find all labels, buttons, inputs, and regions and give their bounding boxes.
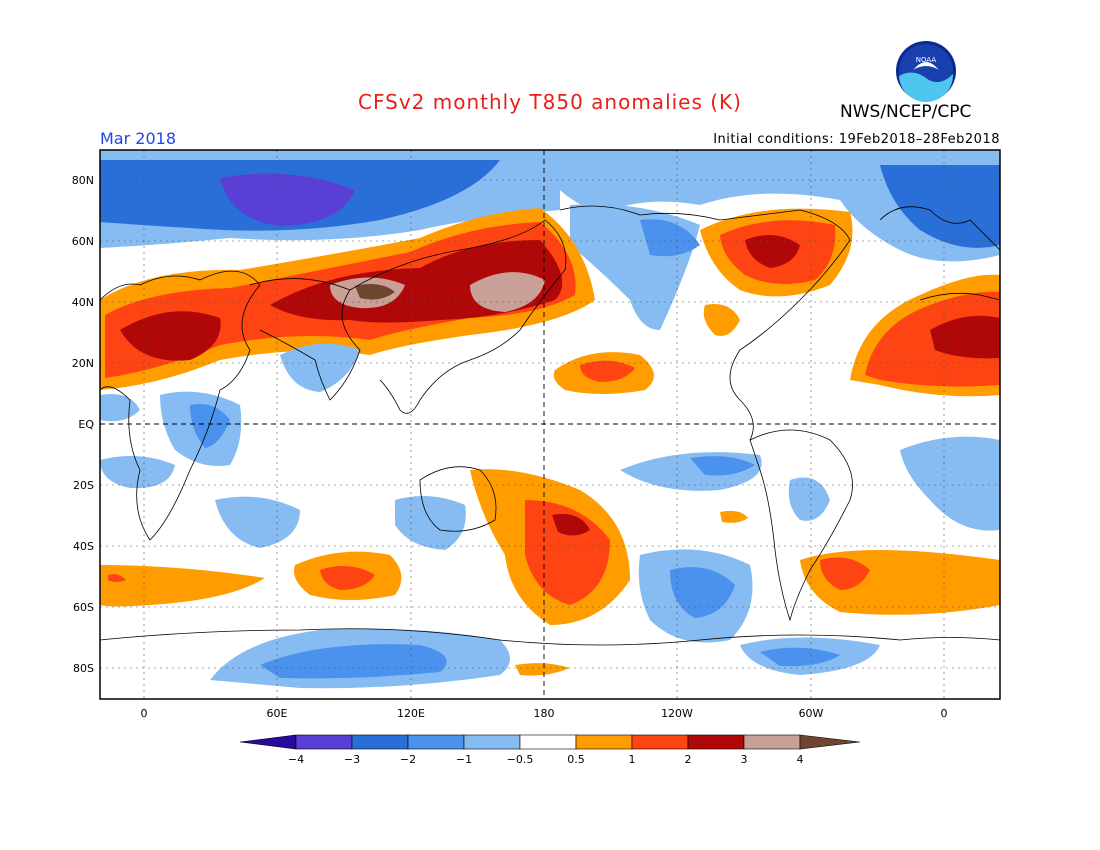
canada-warm-core <box>745 235 800 268</box>
colorbar-tick-label: −3 <box>344 753 360 766</box>
argentina-warm-core <box>820 557 870 590</box>
atlantic-south-cold <box>100 456 175 489</box>
lat-label: 60S <box>73 601 94 614</box>
sw-pacific-warm-mid <box>525 500 610 605</box>
arctic-east-cold <box>880 165 1000 248</box>
lon-label: 60W <box>799 707 824 720</box>
colorbar-tick-label: 0.5 <box>567 753 585 766</box>
colorbar: −4 −3 −2 −1 −0.5 0.5 1 2 3 4 <box>239 734 861 766</box>
lon-label: 120W <box>661 707 693 720</box>
south-atlantic-warm-west <box>100 565 265 607</box>
sahara-warm-core <box>120 311 221 361</box>
florida-warm <box>703 304 740 336</box>
colorbar-low-arrow <box>239 734 297 750</box>
australia-cold <box>395 496 466 550</box>
antarctic-east-cold-core <box>760 647 840 667</box>
coastlines <box>100 205 1000 646</box>
indian-ocean-cold <box>215 496 300 548</box>
antarctic-cold-core <box>260 644 447 679</box>
colorbar-segment <box>295 734 353 750</box>
colorbar-segment <box>463 734 521 750</box>
initial-conditions: Initial conditions: 19Feb2018–28Feb2018 <box>713 132 1000 147</box>
logo-text: NOAA <box>916 56 937 64</box>
colorbar-high-arrow <box>799 734 861 750</box>
lat-label: 20S <box>73 479 94 492</box>
noaa-logo-icon: NOAA <box>896 41 956 102</box>
colorbar-tick-label: 2 <box>685 753 692 766</box>
south-indian-warm-core <box>320 566 375 590</box>
map-grid <box>100 150 1000 699</box>
lat-label: EQ <box>78 418 94 431</box>
colorbar-tick-label: −4 <box>288 753 304 766</box>
lon-label: 0 <box>141 707 148 720</box>
agency-label: NWS/NCEP/CPC <box>840 102 972 122</box>
africa-cold-core <box>190 404 230 448</box>
equator-dateline <box>100 150 1000 699</box>
greenland-cold <box>220 173 355 226</box>
colorbar-segment <box>519 734 577 750</box>
lat-label: 40N <box>72 296 94 309</box>
lon-label: 120E <box>397 707 425 720</box>
colorbar-segment <box>575 734 633 750</box>
colorbar-tick-label: 1 <box>629 753 636 766</box>
atlantic-warm-core <box>930 315 1000 359</box>
lat-label: 40S <box>73 540 94 553</box>
map-fields <box>100 150 1000 699</box>
lon-label: 60E <box>267 707 288 720</box>
sw-pacific-small-warm <box>720 510 748 523</box>
south-america-cold <box>788 477 830 521</box>
lat-label: 20N <box>72 357 94 370</box>
longitude-labels: 0 60E 120E 180 120W 60W 0 <box>141 707 948 720</box>
map-frame <box>99 149 1001 700</box>
india-cold <box>280 343 360 392</box>
south-atlantic-warm-west-core <box>108 574 126 582</box>
colorbar-segment <box>743 734 801 750</box>
sw-pacific-warm-core <box>552 514 590 536</box>
pacific-tropic-cold-core <box>690 456 755 476</box>
colorbar-segment <box>687 734 745 750</box>
lat-label: 80N <box>72 174 94 187</box>
canada-cold-core <box>640 219 700 257</box>
lat-label: 60N <box>72 235 94 248</box>
colorbar-segment <box>351 734 409 750</box>
colorbar-tick-label: −2 <box>400 753 416 766</box>
colorbar-tick-label: 4 <box>797 753 804 766</box>
colorbar-tick-label: 3 <box>741 753 748 766</box>
chart-title: CFSv2 monthly T850 anomalies (K) <box>358 90 742 114</box>
colorbar-segment <box>407 734 465 750</box>
colorbar-tick-label: −0.5 <box>507 753 534 766</box>
lat-label: 80S <box>73 662 94 675</box>
colorbar-segment <box>631 734 689 750</box>
lon-label: 0 <box>941 707 948 720</box>
pacific-north-warm-core <box>580 360 635 382</box>
mongolia-warm-max <box>355 284 395 300</box>
southeast-pacific-cold-core <box>670 567 735 618</box>
lon-label: 180 <box>534 707 555 720</box>
south-atlantic-cold <box>900 436 1000 531</box>
ross-sea-warm <box>515 663 570 676</box>
colorbar-tick-label: −1 <box>456 753 472 766</box>
latitude-labels: 80N 60N 40N 20N EQ 20S 40S 60S 80S <box>72 174 95 675</box>
forecast-month: Mar 2018 <box>100 129 176 148</box>
